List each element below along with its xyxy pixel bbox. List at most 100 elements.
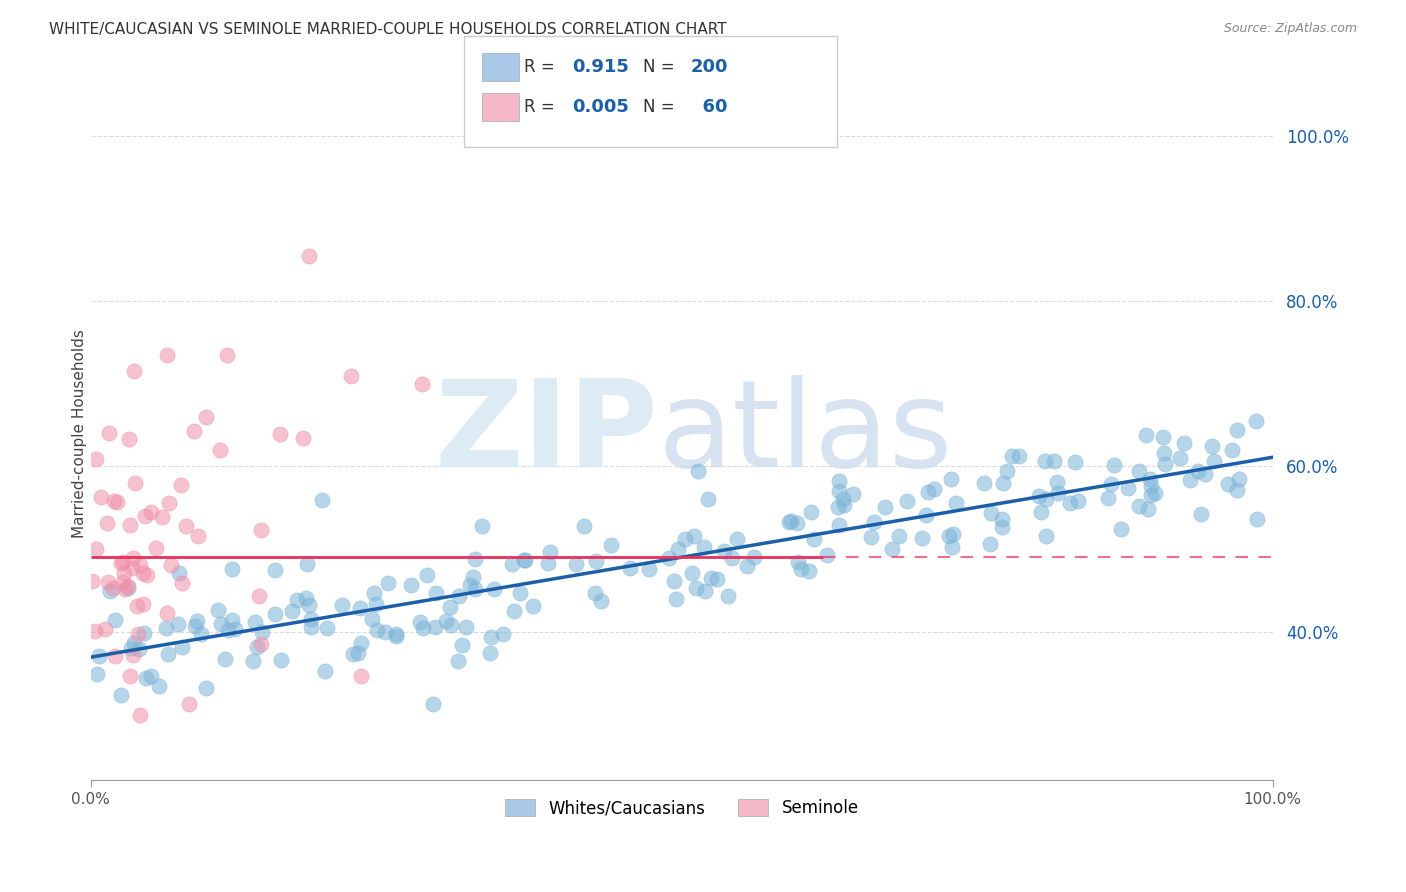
Point — [176, 519, 198, 533]
Point — [127, 626, 149, 640]
Point — [1029, 505, 1052, 519]
Point — [447, 654, 470, 668]
Point — [713, 544, 735, 558]
Point — [425, 585, 447, 599]
Point — [350, 669, 373, 683]
Text: atlas: atlas — [658, 375, 953, 491]
Point — [1139, 472, 1161, 486]
Text: N =: N = — [643, 58, 679, 76]
Point — [118, 669, 141, 683]
Point — [458, 578, 481, 592]
Point — [685, 582, 707, 596]
Point — [599, 537, 621, 551]
Text: 0.005: 0.005 — [572, 98, 628, 116]
Point — [993, 475, 1015, 490]
Point — [695, 584, 717, 599]
Point — [1135, 427, 1157, 442]
Point — [84, 624, 107, 638]
Point — [721, 551, 744, 566]
Point — [294, 591, 316, 605]
Point — [479, 631, 502, 645]
Point — [103, 494, 125, 508]
Point — [155, 606, 177, 620]
Point — [827, 500, 849, 514]
Point — [1001, 450, 1024, 464]
Point — [195, 681, 218, 696]
Point — [717, 590, 740, 604]
Point — [1046, 485, 1069, 500]
Point — [242, 654, 264, 668]
Point — [155, 621, 177, 635]
Point — [1033, 453, 1056, 467]
Point — [221, 562, 243, 576]
Point — [1227, 472, 1250, 486]
Point — [1099, 477, 1122, 491]
Point — [787, 555, 810, 569]
Point — [922, 482, 945, 496]
Point — [97, 575, 120, 590]
Point — [82, 574, 104, 588]
Point — [564, 557, 586, 571]
Point — [1140, 488, 1163, 502]
Point — [112, 555, 135, 569]
Point — [214, 652, 236, 666]
Point — [1153, 446, 1175, 460]
Point — [250, 637, 273, 651]
Point — [311, 492, 333, 507]
Legend: Whites/Caucasians, Seminole: Whites/Caucasians, Seminole — [498, 792, 865, 824]
Point — [991, 512, 1014, 526]
Point — [209, 616, 232, 631]
Point — [515, 553, 537, 567]
Point — [129, 558, 152, 572]
Point — [134, 671, 156, 685]
Point — [815, 548, 838, 562]
Point — [157, 496, 180, 510]
Text: 0.915: 0.915 — [572, 58, 628, 76]
Point — [512, 553, 534, 567]
Point — [637, 561, 659, 575]
Point — [349, 601, 371, 615]
Point — [1178, 473, 1201, 487]
Point — [832, 498, 855, 512]
Point — [186, 614, 208, 628]
Point — [298, 249, 321, 263]
Point — [1128, 499, 1150, 513]
Point — [1143, 486, 1166, 500]
Point — [170, 640, 193, 654]
Point — [167, 617, 190, 632]
Point — [190, 627, 212, 641]
Point — [366, 597, 388, 611]
Point — [207, 603, 229, 617]
Point — [128, 707, 150, 722]
Point — [1137, 501, 1160, 516]
Point — [84, 451, 107, 466]
Point — [117, 578, 139, 592]
Point — [980, 506, 1002, 520]
Point — [572, 519, 595, 533]
Point — [1008, 449, 1031, 463]
Point — [86, 667, 108, 681]
Point — [423, 620, 446, 634]
Point — [803, 532, 825, 546]
Point — [1097, 491, 1119, 506]
Point — [779, 514, 801, 528]
Point — [915, 508, 938, 523]
Point — [342, 648, 364, 662]
Point — [269, 426, 291, 441]
Point — [537, 556, 560, 570]
Point — [482, 582, 505, 596]
Point — [1226, 483, 1249, 497]
Point — [585, 554, 607, 568]
Point — [374, 625, 396, 640]
Point — [439, 599, 461, 614]
Point — [995, 464, 1018, 478]
Point — [121, 561, 143, 575]
Point — [117, 581, 139, 595]
Point — [132, 566, 155, 581]
Point — [538, 545, 561, 559]
Point — [1035, 492, 1057, 507]
Point — [132, 597, 155, 611]
Point — [246, 640, 269, 655]
Point — [125, 599, 148, 613]
Point — [786, 516, 808, 531]
